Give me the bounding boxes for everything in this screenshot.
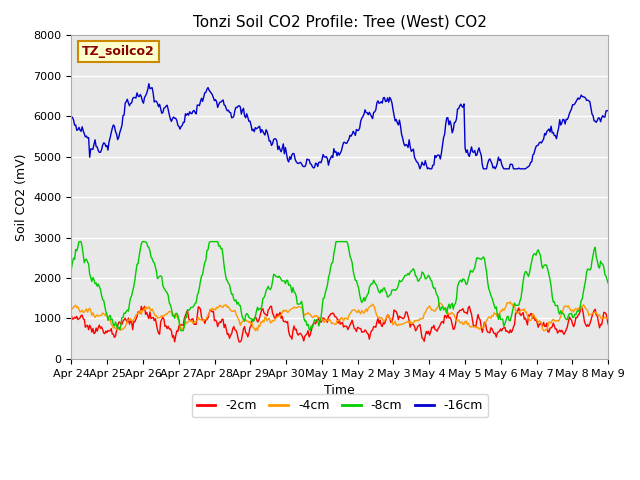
-8cm xyxy=(75,239,83,244)
-4cm xyxy=(324,318,332,324)
Legend: -2cm, -4cm, -8cm, -16cm: -2cm, -4cm, -8cm, -16cm xyxy=(191,395,488,418)
Line: -8cm: -8cm xyxy=(72,241,608,331)
-4cm xyxy=(604,316,612,322)
Y-axis label: Soil CO2 (mV): Soil CO2 (mV) xyxy=(15,154,28,241)
-16cm xyxy=(388,100,396,106)
-2cm xyxy=(360,329,368,335)
-8cm xyxy=(593,258,601,264)
-4cm xyxy=(506,299,514,305)
-8cm xyxy=(360,295,368,300)
-16cm xyxy=(416,166,424,172)
Line: -4cm: -4cm xyxy=(72,302,608,331)
-8cm xyxy=(324,275,332,280)
-4cm xyxy=(509,304,517,310)
Line: -16cm: -16cm xyxy=(72,84,608,169)
-8cm xyxy=(68,266,76,272)
-16cm xyxy=(359,114,367,120)
-2cm xyxy=(389,315,397,321)
-16cm xyxy=(604,108,612,114)
-4cm xyxy=(593,312,601,318)
-16cm xyxy=(68,114,76,120)
-16cm xyxy=(324,156,332,162)
-8cm xyxy=(604,280,612,286)
-2cm xyxy=(236,339,243,345)
-4cm xyxy=(68,306,76,312)
-4cm xyxy=(252,328,259,334)
Title: Tonzi Soil CO2 Profile: Tree (West) CO2: Tonzi Soil CO2 Profile: Tree (West) CO2 xyxy=(193,15,486,30)
-8cm xyxy=(389,287,397,293)
-8cm xyxy=(509,304,517,310)
-2cm xyxy=(509,324,517,330)
-2cm xyxy=(324,314,332,320)
-4cm xyxy=(388,319,396,324)
-2cm xyxy=(68,313,76,319)
X-axis label: Time: Time xyxy=(324,384,355,397)
-16cm xyxy=(145,81,153,86)
-8cm xyxy=(177,328,185,334)
-16cm xyxy=(509,166,517,172)
-4cm xyxy=(359,309,367,315)
-2cm xyxy=(328,311,335,317)
-8cm xyxy=(328,260,335,266)
-2cm xyxy=(604,321,612,327)
-16cm xyxy=(593,117,601,123)
-16cm xyxy=(327,155,335,161)
Text: TZ_soilco2: TZ_soilco2 xyxy=(82,45,155,58)
-2cm xyxy=(593,313,601,319)
-4cm xyxy=(327,319,335,324)
Line: -2cm: -2cm xyxy=(72,306,608,342)
-2cm xyxy=(138,303,145,309)
